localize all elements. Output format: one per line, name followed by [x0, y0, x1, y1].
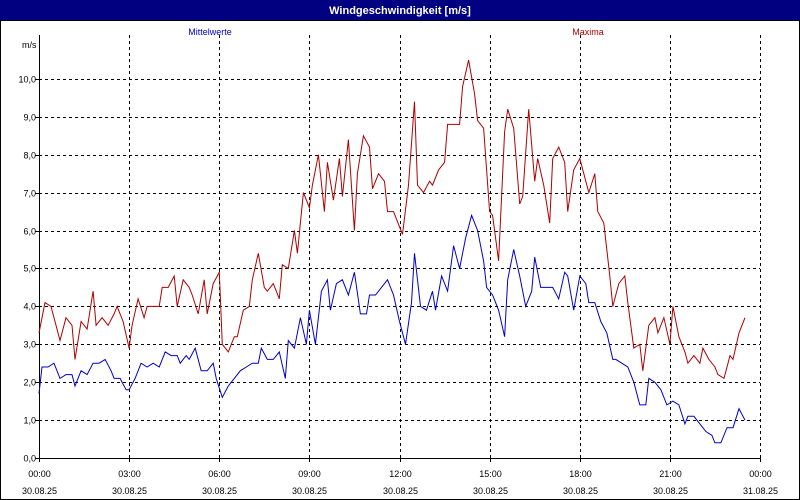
x-tick-time-label: 09:00	[298, 469, 321, 479]
y-tick-labels: 0,0 1,0 2,0 3,0 4,0 5,0 6,0 7,0 8,0 9,0 10,0	[18, 75, 36, 464]
series-line-maxima	[38, 59, 746, 380]
x-tick-date-label: 30.08.25	[383, 486, 418, 496]
x-tick-time-label: 06:00	[208, 469, 231, 479]
x-tick-date-label: 31.08.25	[743, 486, 778, 496]
y-tick-label: 4,0	[23, 302, 36, 312]
legend-maxima: Maxima	[572, 27, 604, 37]
legend-mittelwerte: Mittelwerte	[188, 27, 232, 37]
x-tick-date-label: 30.08.25	[653, 486, 688, 496]
x-tick-time-label: 00:00	[749, 469, 772, 479]
chart-title: Windgeschwindigkeit [m/s]	[329, 5, 471, 17]
y-tick-label: 5,0	[23, 264, 36, 274]
x-tick-date-label: 30.08.25	[563, 486, 598, 496]
x-tick-time-label: 15:00	[479, 469, 502, 479]
x-tick-date-label: 30.08.25	[473, 486, 508, 496]
x-tick-time-label: 12:00	[389, 469, 412, 479]
y-tick-label: 8,0	[23, 151, 36, 161]
x-tick-date-label: 30.08.25	[22, 486, 57, 496]
x-tick-date-label: 30.08.25	[292, 486, 327, 496]
y-tick-label: 7,0	[23, 189, 36, 199]
x-tick-time-label: 03:00	[118, 469, 141, 479]
x-tick-time-label: 00:00	[28, 469, 51, 479]
title-bar	[0, 0, 800, 20]
y-tick-label: 0,0	[23, 454, 36, 464]
x-tick-time-label: 18:00	[569, 469, 592, 479]
y-tick-label: 1,0	[23, 416, 36, 426]
series-line-mittelwerte	[38, 213, 746, 444]
axes	[35, 35, 761, 462]
x-tick-time-label: 21:00	[659, 469, 682, 479]
y-tick-label: 9,0	[23, 113, 36, 123]
y-tick-label: 3,0	[23, 340, 36, 350]
y-tick-label: 6,0	[23, 227, 36, 237]
series-lines	[38, 59, 746, 444]
x-tick-labels: 00:00 30.08.25 03:00 30.08.25 06:00 30.08.25 0…	[22, 469, 778, 496]
grid-lines	[39, 35, 761, 459]
x-tick-date-label: 30.08.25	[112, 486, 147, 496]
y-tick-label: 10,0	[18, 75, 36, 85]
x-tick-date-label: 30.08.25	[202, 486, 237, 496]
y-axis-unit: m/s	[22, 40, 37, 50]
y-tick-label: 2,0	[23, 378, 36, 388]
